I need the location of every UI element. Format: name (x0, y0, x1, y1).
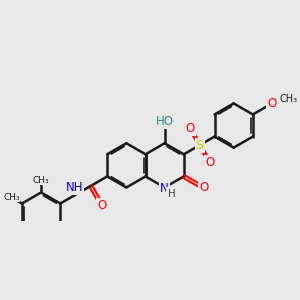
Text: O: O (97, 199, 106, 212)
Text: HO: HO (156, 115, 174, 128)
Text: O: O (205, 156, 214, 169)
Text: O: O (199, 182, 208, 194)
Text: NH: NH (65, 181, 83, 194)
Text: CH₃: CH₃ (279, 94, 298, 104)
Text: O: O (267, 97, 277, 110)
Text: N: N (160, 182, 169, 195)
Text: H: H (167, 189, 175, 199)
Text: O: O (185, 122, 195, 135)
Text: CH₃: CH₃ (3, 193, 20, 202)
Text: S: S (196, 139, 204, 152)
Text: CH₃: CH₃ (33, 176, 50, 185)
